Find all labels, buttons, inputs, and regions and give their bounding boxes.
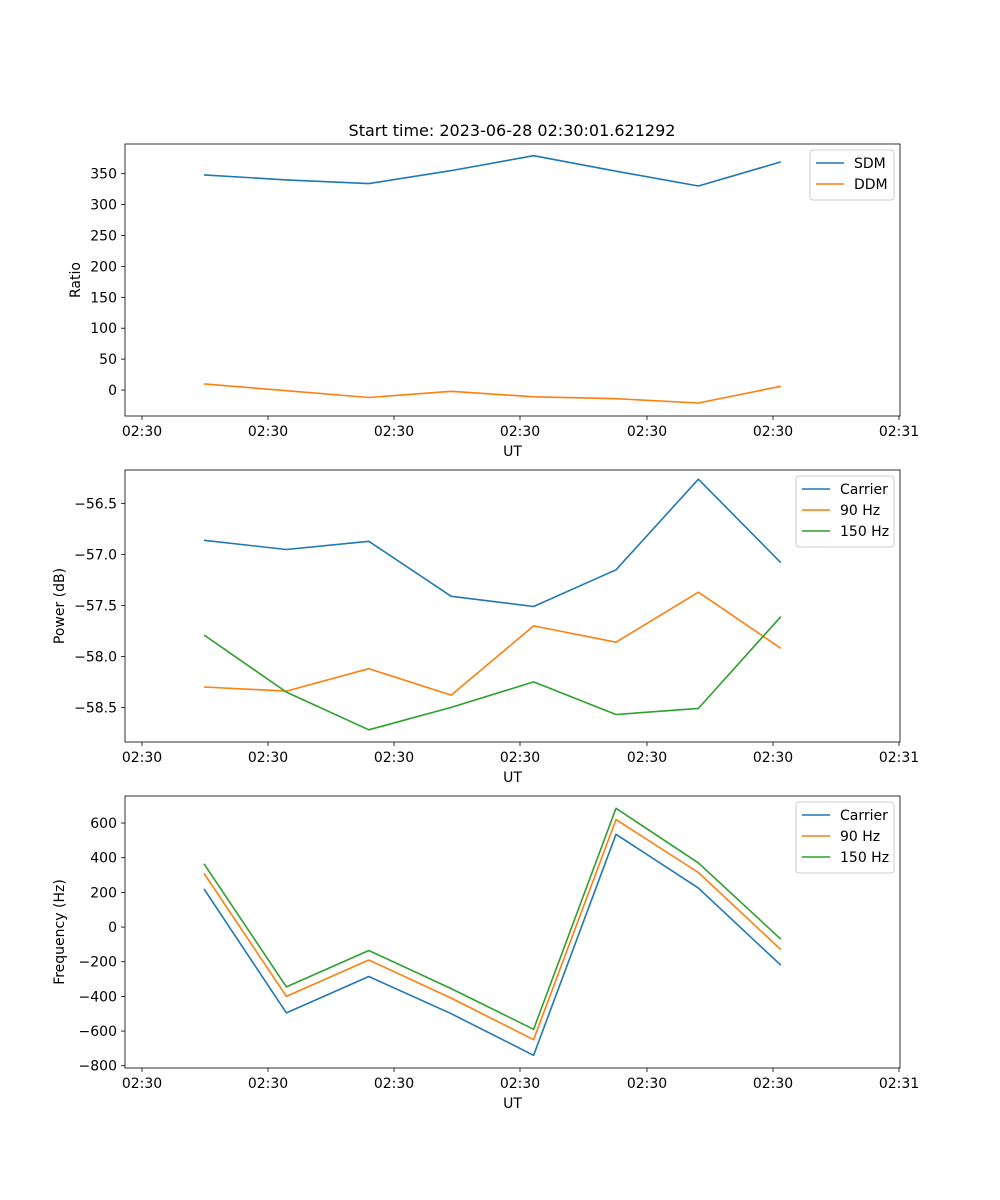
y-axis-label: Ratio	[68, 262, 84, 298]
y-axis-label: Frequency (Hz)	[52, 879, 68, 985]
x-tick-label: 02:30	[627, 1076, 667, 1092]
x-tick-label: 02:30	[500, 750, 540, 766]
y-tick-label: 200	[90, 885, 117, 901]
axes-frame	[124, 795, 901, 1069]
y-tick-label: −58.0	[74, 649, 117, 665]
x-tick-label: 02:30	[627, 750, 667, 766]
y-tick-label: 50	[99, 352, 117, 368]
y-tick-label: −200	[79, 955, 117, 971]
series-line-150-hz	[203, 807, 782, 1031]
y-tick-label: 200	[90, 259, 117, 275]
series-line-90-hz	[203, 818, 782, 1041]
x-tick-label: 02:30	[753, 1076, 793, 1092]
x-tick-label: 02:30	[500, 1076, 540, 1092]
legend-label: Carrier	[840, 808, 888, 824]
x-tick-label: 02:30	[627, 424, 667, 440]
x-tick-label: 02:30	[248, 750, 288, 766]
x-tick-label: 02:30	[248, 424, 288, 440]
series-line-ddm	[203, 383, 781, 404]
y-axis-label: Power (dB)	[52, 568, 68, 644]
y-tick-label: −400	[79, 989, 117, 1005]
y-tick-label: −800	[79, 1059, 117, 1075]
y-tick-label: −57.0	[74, 548, 117, 564]
series-line-sdm	[203, 154, 782, 187]
y-tick-label: 0	[108, 383, 117, 399]
series-line-90-hz	[203, 591, 782, 696]
legend: Carrier 90 Hz 150 Hz	[795, 801, 895, 874]
x-tick-label: 02:30	[122, 750, 162, 766]
x-tick-label: 02:30	[753, 424, 793, 440]
y-tick-label: 250	[90, 228, 117, 244]
x-axis-label: UT	[503, 1096, 522, 1112]
legend-label: 150 Hz	[840, 524, 889, 540]
legend-label: 150 Hz	[840, 850, 889, 866]
x-tick-label: 02:30	[374, 750, 414, 766]
series-line-carrier	[203, 478, 782, 608]
x-tick-label: 02:30	[122, 424, 162, 440]
axes-frame	[124, 143, 901, 417]
y-tick-label: −57.5	[74, 598, 117, 614]
x-tick-label: 02:31	[879, 750, 919, 766]
ratio-panel: 02:30 02:30 02:30 02:30 02:30 02:30 02:31 0 50 10…	[68, 143, 919, 460]
legend-label: 90 Hz	[840, 829, 880, 845]
axes-frame	[124, 469, 901, 743]
y-tick-label: −58.5	[74, 700, 117, 716]
chart-title: Start time: 2023-06-28 02:30:01.621292	[349, 121, 676, 140]
y-tick-label: 350	[90, 167, 117, 183]
legend-label: Carrier	[840, 482, 888, 498]
x-tick-label: 02:30	[753, 750, 793, 766]
x-tick-label: 02:31	[879, 1076, 919, 1092]
legend: Carrier 90 Hz 150 Hz	[795, 475, 895, 548]
legend-box	[795, 801, 895, 874]
y-tick-label: 100	[90, 321, 117, 337]
series-line-carrier	[203, 833, 782, 1057]
y-tick-label: 400	[90, 851, 117, 867]
x-tick-label: 02:30	[122, 1076, 162, 1092]
x-axis-label: UT	[503, 770, 522, 786]
y-tick-label: −56.5	[74, 497, 117, 513]
x-tick-label: 02:30	[500, 424, 540, 440]
x-tick-label: 02:30	[374, 1076, 414, 1092]
x-tick-label: 02:30	[248, 1076, 288, 1092]
legend-box	[795, 475, 895, 548]
y-tick-label: 600	[90, 816, 117, 832]
legend-label: DDM	[854, 177, 888, 193]
y-tick-label: −600	[79, 1024, 117, 1040]
x-tick-label: 02:31	[879, 424, 919, 440]
y-tick-label: 150	[90, 290, 117, 306]
x-axis-label: UT	[503, 444, 522, 460]
x-tick-label: 02:30	[374, 424, 414, 440]
frequency-panel: 02:30 02:30 02:30 02:30 02:30 02:30 02:31 −800 −…	[52, 795, 919, 1112]
y-tick-label: 0	[108, 920, 117, 936]
power-panel: 02:30 02:30 02:30 02:30 02:30 02:30 02:31 −58.5…	[52, 469, 919, 786]
legend-label: 90 Hz	[840, 503, 880, 519]
legend: SDM DDM	[809, 149, 895, 201]
y-tick-label: 300	[90, 198, 117, 214]
legend-label: SDM	[854, 156, 886, 172]
series-line-150-hz	[203, 616, 782, 731]
